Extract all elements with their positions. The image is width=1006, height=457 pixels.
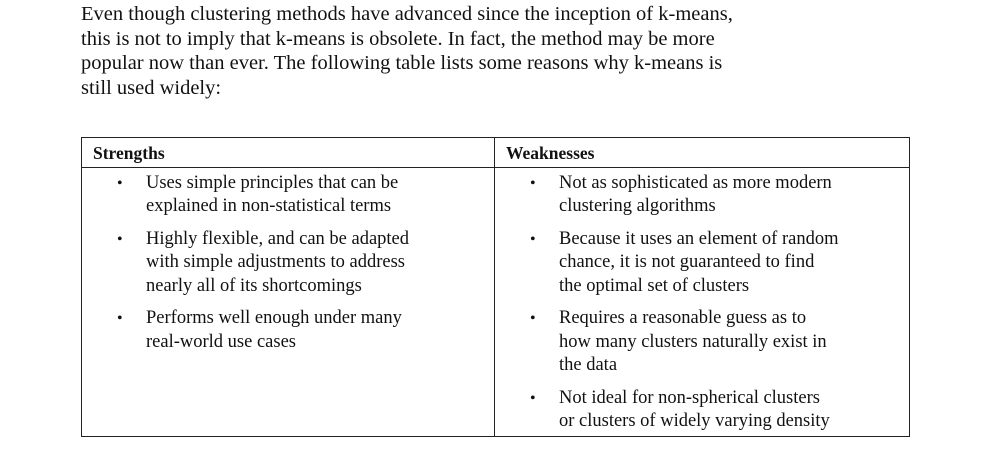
table-header-row: Strengths Weaknesses [81, 137, 910, 168]
weakness-line: Not ideal for non-spherical clusters [559, 387, 820, 408]
intro-line: this is not to imply that k-means is obs… [81, 27, 715, 50]
weakness-line: Not as sophisticated as more modern [559, 173, 832, 193]
bullet-icon: • [530, 231, 536, 249]
intro-line: Even though clustering methods have adva… [81, 3, 733, 25]
weakness-line: clustering algorithms [559, 196, 716, 217]
weakness-line: or clusters of widely varying density [559, 411, 830, 432]
strengths-header: Strengths [81, 137, 495, 168]
weakness-line: the optimal set of clusters [559, 275, 750, 296]
strength-line: with simple adjustments to address [146, 252, 405, 273]
bullet-icon: • [117, 175, 123, 192]
strength-item: • Performs well enough under many real-w… [82, 307, 484, 354]
strength-line: explained in non-statistical terms [146, 196, 392, 217]
intro-line: popular now than ever. The following tab… [81, 52, 723, 74]
weakness-item: • Requires a reasonable guess as to how … [495, 307, 899, 377]
weaknesses-cell: • Not as sophisticated as more modern cl… [494, 166, 910, 438]
weaknesses-list: • Not as sophisticated as more modern cl… [495, 172, 899, 433]
table-body-row: • Uses simple principles that can be exp… [81, 166, 910, 438]
weakness-line: Because it uses an element of random [559, 229, 839, 250]
strength-line: real-world use cases [146, 331, 296, 352]
strength-item: • Uses simple principles that can be exp… [82, 172, 484, 219]
bullet-icon: • [530, 175, 536, 192]
strength-line: Uses simple principles that can be [146, 173, 399, 193]
strength-line: nearly all of its shortcomings [146, 275, 362, 296]
strengths-list: • Uses simple principles that can be exp… [82, 172, 484, 354]
weakness-item: • Not as sophisticated as more modern cl… [495, 172, 899, 219]
strengths-weaknesses-table: Strengths Weaknesses • Uses simple princ… [81, 137, 910, 438]
weakness-line: Requires a reasonable guess as to [559, 308, 807, 329]
bullet-icon: • [117, 310, 123, 328]
weaknesses-header: Weaknesses [494, 137, 910, 168]
strengths-cell: • Uses simple principles that can be exp… [81, 166, 495, 438]
weakness-line: the data [559, 355, 618, 376]
strength-line: Performs well enough under many [146, 308, 402, 329]
strength-item: • Highly flexible, and can be adapted wi… [82, 228, 484, 298]
weakness-item: • Because it uses an element of random c… [495, 228, 899, 298]
strength-line: Highly flexible, and can be adapted [146, 229, 410, 250]
bullet-icon: • [530, 389, 536, 407]
bullet-icon: • [117, 231, 123, 249]
weakness-line: how many clusters naturally exist in [559, 331, 827, 352]
intro-line: still used widely: [81, 76, 222, 99]
intro-paragraph: Even though clustering methods have adva… [81, 2, 921, 100]
weakness-item: • Not ideal for non-spherical clusters o… [495, 387, 899, 434]
bullet-icon: • [530, 310, 536, 328]
weakness-line: chance, it is not guaranteed to find [559, 252, 815, 273]
